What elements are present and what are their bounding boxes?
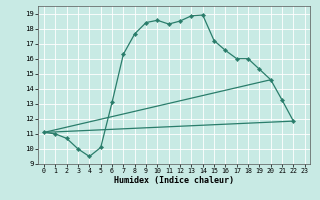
X-axis label: Humidex (Indice chaleur): Humidex (Indice chaleur) xyxy=(115,176,234,185)
